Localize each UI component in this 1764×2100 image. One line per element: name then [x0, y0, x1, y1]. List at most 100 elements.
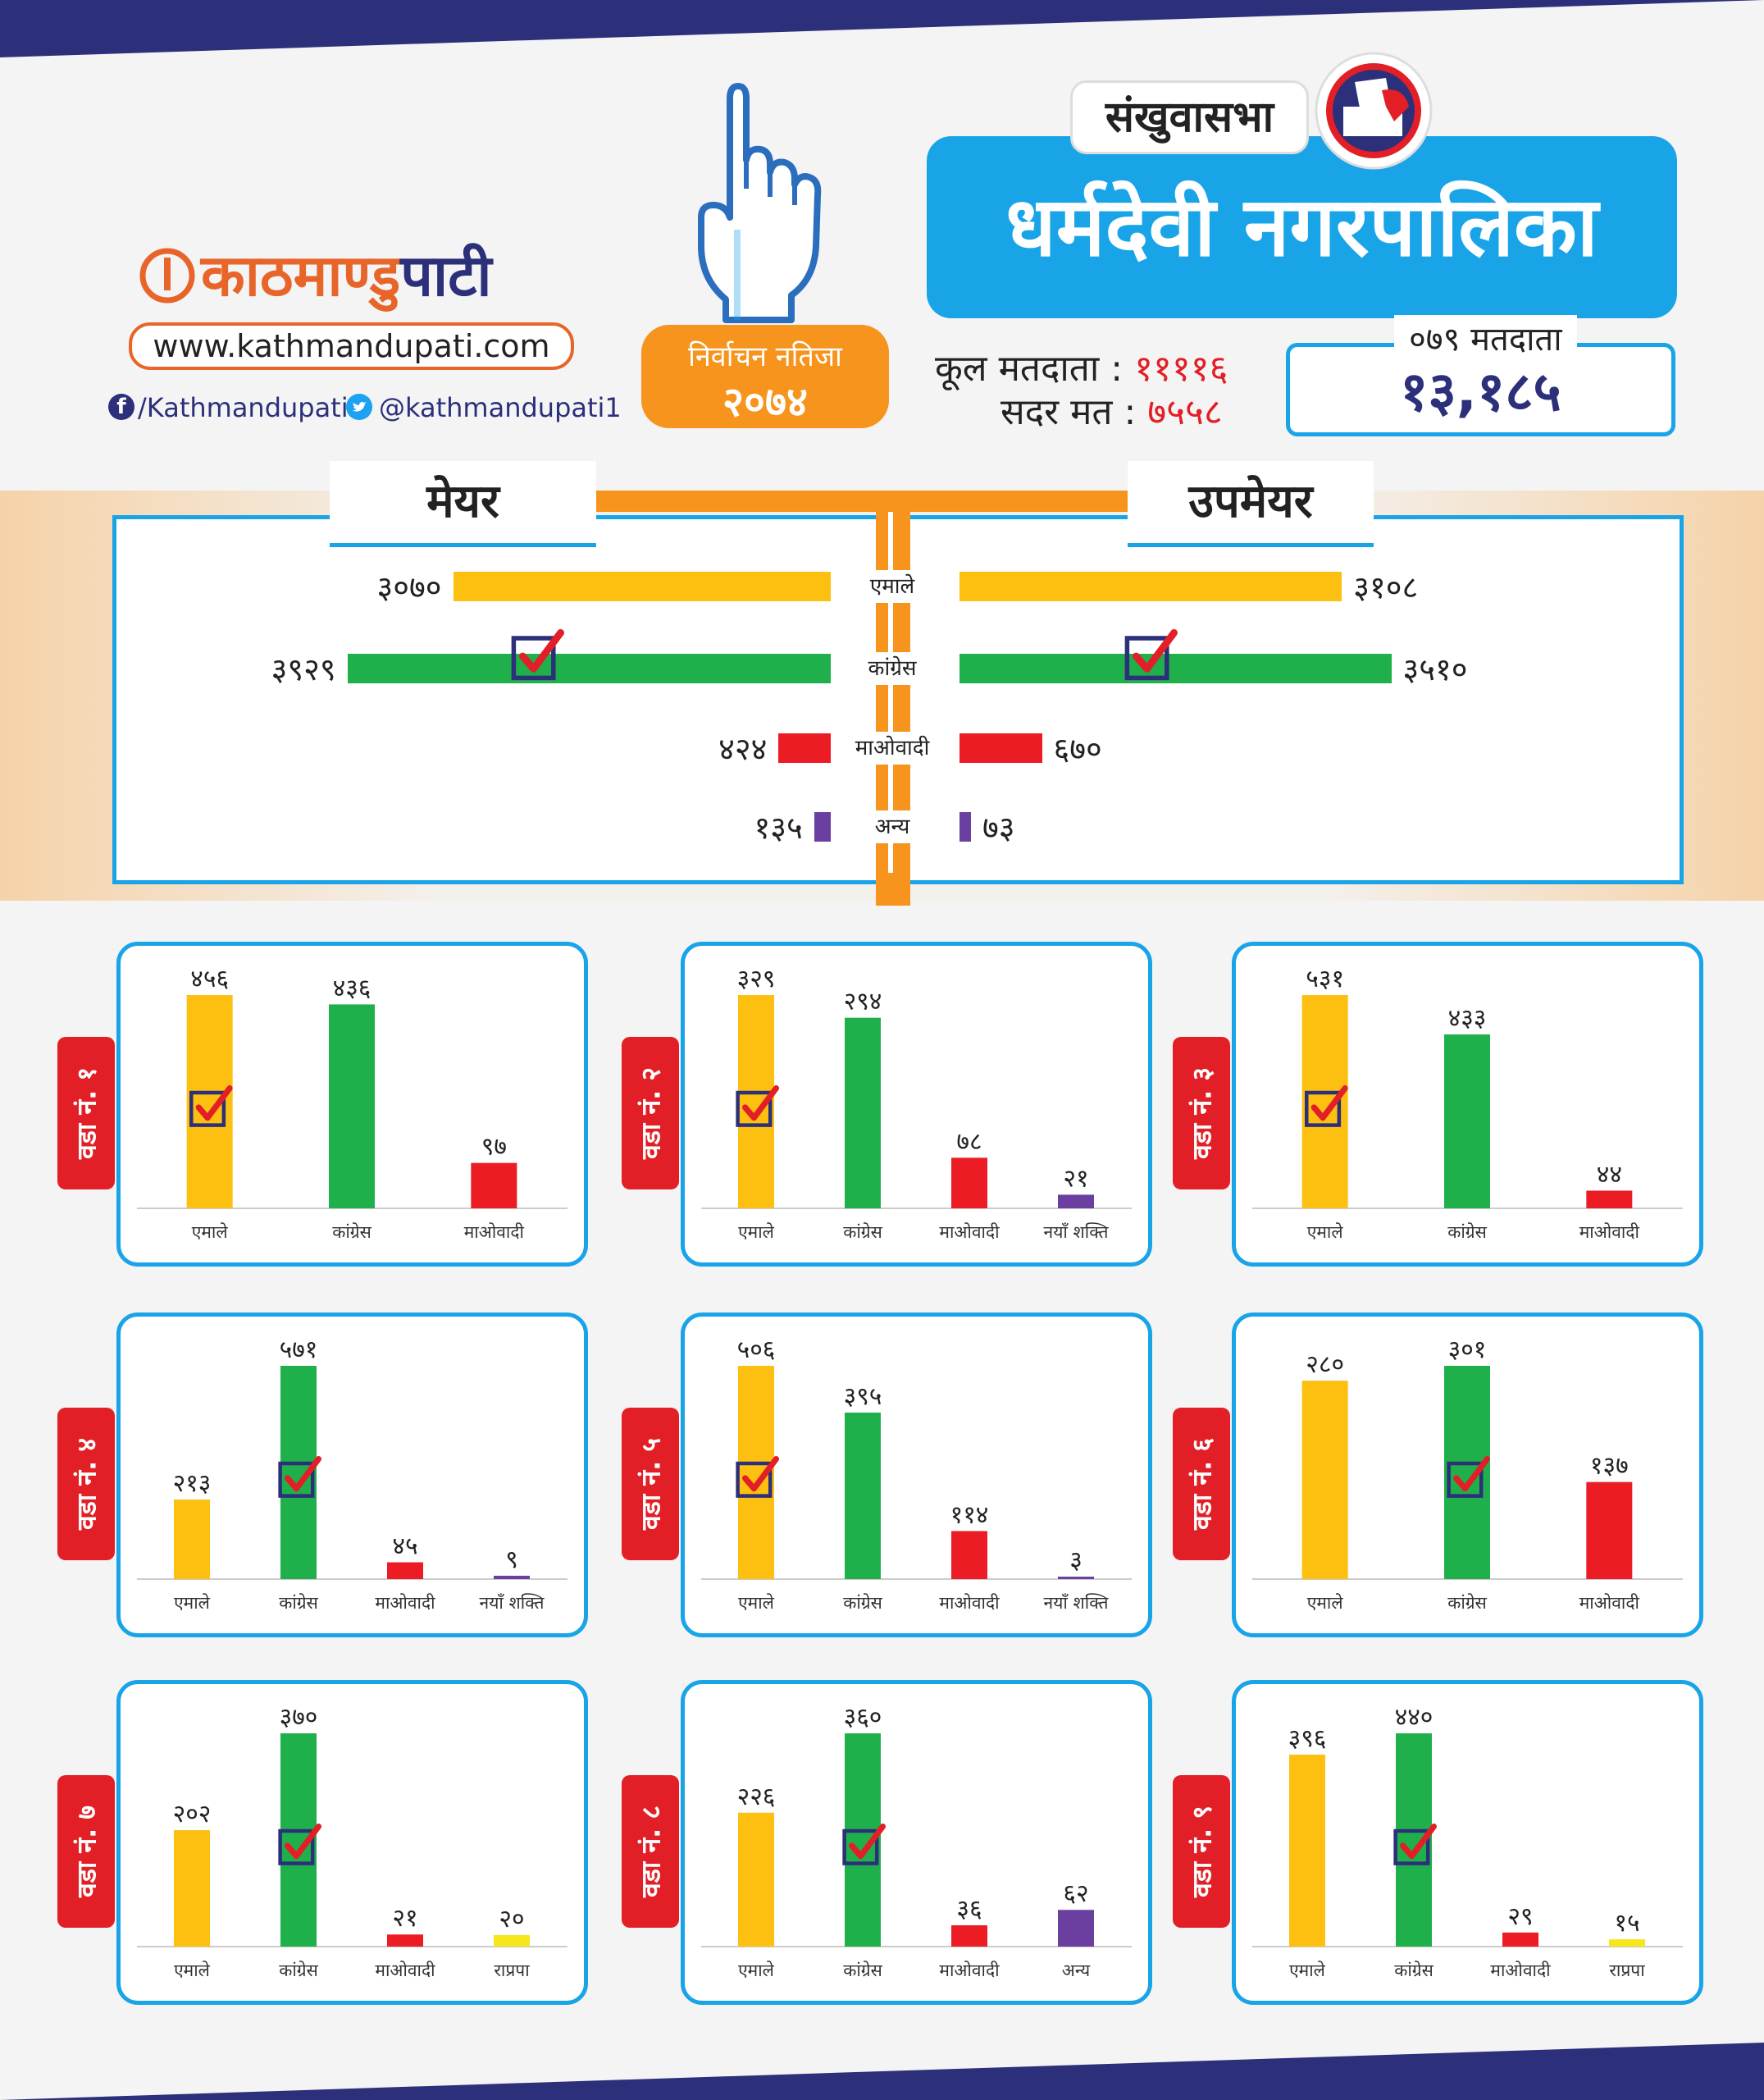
mayor-heading: मेयर: [330, 461, 596, 547]
ward-bar: [1502, 1932, 1538, 1947]
winner-check-icon: [278, 1824, 322, 1865]
ward-category-label: कांग्रेस: [843, 1222, 882, 1242]
ward-value-label: ५७१: [280, 1335, 318, 1364]
ward-bar: [1058, 1194, 1094, 1208]
ward-category-label: माओवादी: [939, 1593, 1000, 1613]
ward-number-tag: वडा नं. ६: [1173, 1408, 1230, 1560]
ward-bar: [1301, 995, 1348, 1208]
ward-value-label: १३७: [1590, 1452, 1629, 1481]
ward-card: ३२९ एमाले २९४ कांग्रेस ७८ माओवादी २१ नयाँ शक्ति: [681, 942, 1152, 1267]
ward-card: २१३ एमाले ५७१ कांग्रेस ४५ माओवादी ९ नयाँ शक्ति: [116, 1312, 588, 1637]
ward-category-label: माओवादी: [1579, 1222, 1640, 1242]
winner-check-icon: [1447, 1456, 1491, 1498]
voters-2079-value: १३,१८५: [1400, 360, 1561, 423]
ward-value-label: ३७०: [280, 1703, 318, 1732]
ward-card: २०२ एमाले ३७० कांग्रेस २१ माओवादी २० राप्रपा: [116, 1680, 588, 2005]
ward-bar: [738, 1812, 774, 1947]
ward-value-label: ११४: [950, 1500, 989, 1529]
ward-category-label: कांग्रेस: [279, 1593, 318, 1613]
summary-party-label: कांग्रेस: [841, 652, 944, 685]
ward-value-label: ५३१: [1306, 965, 1344, 993]
ward-category-label: नयाँ शक्ति: [1044, 1222, 1110, 1242]
logo-icon: [139, 248, 195, 304]
ward-bar: [1444, 1366, 1490, 1579]
winner-check-icon: [278, 1456, 322, 1498]
ward-value-label: २०२: [173, 1800, 212, 1828]
ward-bar: [1444, 1034, 1490, 1208]
ward-category-label: एमाले: [738, 1222, 775, 1242]
logo-part-2: पाटी: [400, 242, 492, 309]
ward-value-label: ९: [505, 1545, 518, 1574]
ward-number-label: वडा नं. ८: [635, 1805, 667, 1898]
ward-category-label: माओवादी: [939, 1961, 1000, 1980]
voting-finger-icon: [698, 83, 822, 323]
summary-party-label: माओवादी: [841, 732, 944, 765]
ward-category-label: कांग्रेस: [332, 1222, 371, 1242]
ward-bar-chart: ३९६ एमाले ४४० कांग्रेस २९ माओवादी १५ राप्रपा: [1252, 1703, 1683, 1980]
ward-bar: [1058, 1577, 1094, 1579]
ward-value-label: २९: [1507, 1902, 1533, 1931]
ward-value-label: ३०१: [1448, 1335, 1487, 1364]
ward-number-tag: वडा नं. ४: [57, 1408, 115, 1560]
ward-bar: [951, 1531, 987, 1579]
mayor-bar: [453, 572, 831, 601]
municipality-title: धर्मदेवी नगरपालिका: [927, 136, 1677, 318]
ward-value-label: ४४: [1597, 1160, 1622, 1189]
winner-check-icon: [1305, 1085, 1348, 1127]
ward-bar-chart: २१३ एमाले ५७१ कांग्रेस ४५ माओवादी ९ नयाँ शक्ति: [137, 1335, 567, 1613]
facebook-handle[interactable]: /Kathmandupati: [138, 392, 349, 423]
ward-value-label: २९४: [844, 988, 882, 1016]
ward-card: ५३१ एमाले ४३३ कांग्रेस ४४ माओवादी: [1232, 942, 1703, 1267]
ward-bar: [1058, 1910, 1094, 1947]
ward-bar: [1609, 1939, 1645, 1947]
ward-value-label: ३९६: [1288, 1724, 1327, 1753]
ballot-box-icon: [1315, 52, 1433, 170]
deputy-mayor-value-label: ६७०: [1053, 731, 1102, 767]
valid-votes-label: सदर मत :: [1001, 391, 1137, 433]
district-label: संखुवासभा: [1070, 80, 1309, 154]
facebook-icon: f: [108, 394, 134, 420]
total-voters-value: ११११६: [1134, 348, 1228, 390]
ward-bar: [951, 1925, 987, 1947]
ward-bar-chart: ५०६ एमाले ३९५ कांग्रेस ११४ माओवादी ३ नयाँ शक्ति: [701, 1335, 1132, 1613]
ward-category-label: माओवादी: [464, 1222, 525, 1242]
ward-category-label: राप्रपा: [1609, 1961, 1645, 1980]
twitter-handle[interactable]: @kathmandupati1: [379, 392, 622, 423]
ward-category-label: माओवादी: [375, 1961, 435, 1980]
ward-number-tag: वडा नं. १: [57, 1037, 115, 1189]
mayor-bar: [814, 812, 831, 842]
winner-check-icon: [736, 1085, 780, 1127]
ward-category-label: एमाले: [1289, 1961, 1326, 1980]
winner-check-icon: [1124, 629, 1178, 681]
ward-bar: [329, 1004, 375, 1208]
ward-category-label: माओवादी: [1579, 1593, 1640, 1613]
ward-value-label: २१३: [173, 1469, 212, 1498]
ward-number-label: वडा नं. ६: [1186, 1437, 1218, 1531]
ward-value-label: ४५: [392, 1532, 417, 1561]
ward-category-label: एमाले: [1307, 1593, 1344, 1613]
ward-category-label: माओवादी: [939, 1222, 1000, 1242]
mayor-value-label: १३५: [754, 810, 803, 846]
ward-number-tag: वडा नं. ९: [1173, 1775, 1230, 1928]
ward-category-label: एमाले: [738, 1961, 775, 1980]
ward-value-label: ७८: [956, 1127, 982, 1156]
website-link[interactable]: www.kathmandupati.com: [129, 322, 574, 370]
valid-votes: सदर मत : ७५५८: [1001, 386, 1223, 435]
ward-bar: [174, 1500, 210, 1579]
winner-check-icon: [1393, 1824, 1438, 1865]
ward-number-label: वडा नं. ३: [1186, 1066, 1218, 1160]
ward-bar: [1289, 1755, 1325, 1947]
ward-number-tag: वडा नं. ३: [1173, 1037, 1230, 1189]
ward-bar: [494, 1575, 530, 1579]
ward-bar: [845, 1017, 881, 1208]
ward-category-label: एमाले: [174, 1593, 211, 1613]
bottom-banner-stripe: [0, 2043, 1764, 2100]
ward-category-label: कांग्रेस: [1447, 1593, 1487, 1613]
ward-category-label: माओवादी: [1490, 1961, 1551, 1980]
ward-category-label: कांग्रेस: [843, 1961, 882, 1980]
election-year: २०७४: [722, 378, 808, 426]
logo-part-1: काठमाण्डु: [201, 242, 401, 309]
ward-bar: [174, 1830, 210, 1947]
ward-bar-chart: ५३१ एमाले ४३३ कांग्रेस ४४ माओवादी: [1252, 965, 1683, 1242]
ward-value-label: ३: [1069, 1546, 1083, 1575]
